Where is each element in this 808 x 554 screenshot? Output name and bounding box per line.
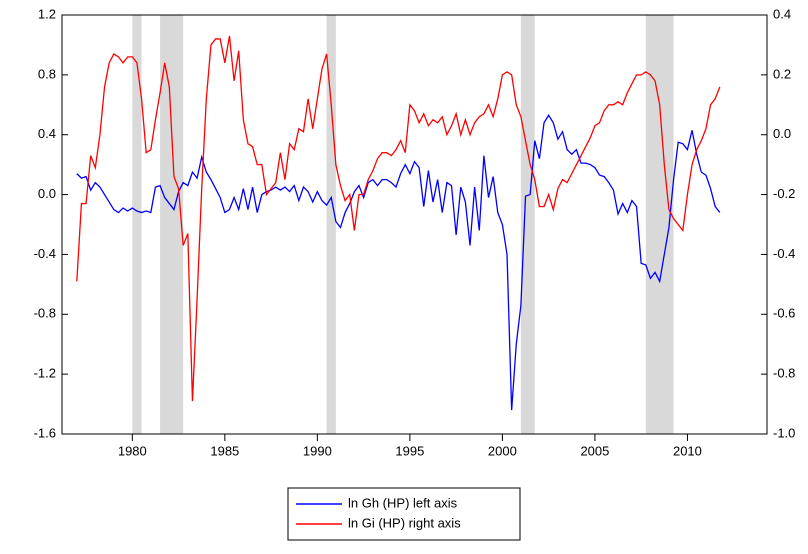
- shaded-region: [132, 15, 142, 434]
- x-tick-label: 1985: [210, 443, 239, 458]
- series-line: [76, 35, 721, 402]
- x-tick-label: 2005: [580, 443, 609, 458]
- x-tick-label: 2010: [673, 443, 702, 458]
- y-tick-label: 0.8: [38, 66, 56, 81]
- y2-tick-label: -1.0: [773, 425, 795, 440]
- y2-tick-label: -0.8: [773, 366, 795, 381]
- x-tick-label: 1995: [395, 443, 424, 458]
- x-tick-label: 1980: [118, 443, 147, 458]
- y-tick-label: -1.2: [34, 366, 56, 381]
- y2-tick-label: 0.0: [773, 126, 791, 141]
- legend: ln Gh (HP) left axis ln Gi (HP) right axi…: [287, 487, 521, 541]
- x-tick-label: 1990: [303, 443, 332, 458]
- y-tick-label: 0.4: [38, 126, 56, 141]
- x-tick-label: 2000: [488, 443, 517, 458]
- y-tick-label: -1.6: [34, 425, 56, 440]
- y2-tick-label: -0.4: [773, 246, 795, 261]
- shaded-region: [520, 15, 535, 434]
- shaded-region: [160, 15, 184, 434]
- y-tick-label: -0.4: [34, 246, 56, 261]
- series-line: [76, 114, 721, 411]
- y2-tick-label: 0.2: [773, 66, 791, 81]
- y2-tick-label: 0.4: [773, 6, 791, 21]
- y2-tick-label: -0.6: [773, 306, 795, 321]
- legend-label: ln Gh (HP) left axis: [348, 495, 458, 510]
- legend-box: [287, 487, 521, 541]
- y-tick-label: 0.0: [38, 186, 56, 201]
- y2-tick-label: -0.2: [773, 186, 795, 201]
- shaded-region: [326, 15, 336, 434]
- plot-frame: [61, 14, 768, 435]
- legend-label: ln Gi (HP) right axis: [348, 515, 461, 530]
- y-tick-label: -0.8: [34, 306, 56, 321]
- y-tick-label: 1.2: [38, 6, 56, 21]
